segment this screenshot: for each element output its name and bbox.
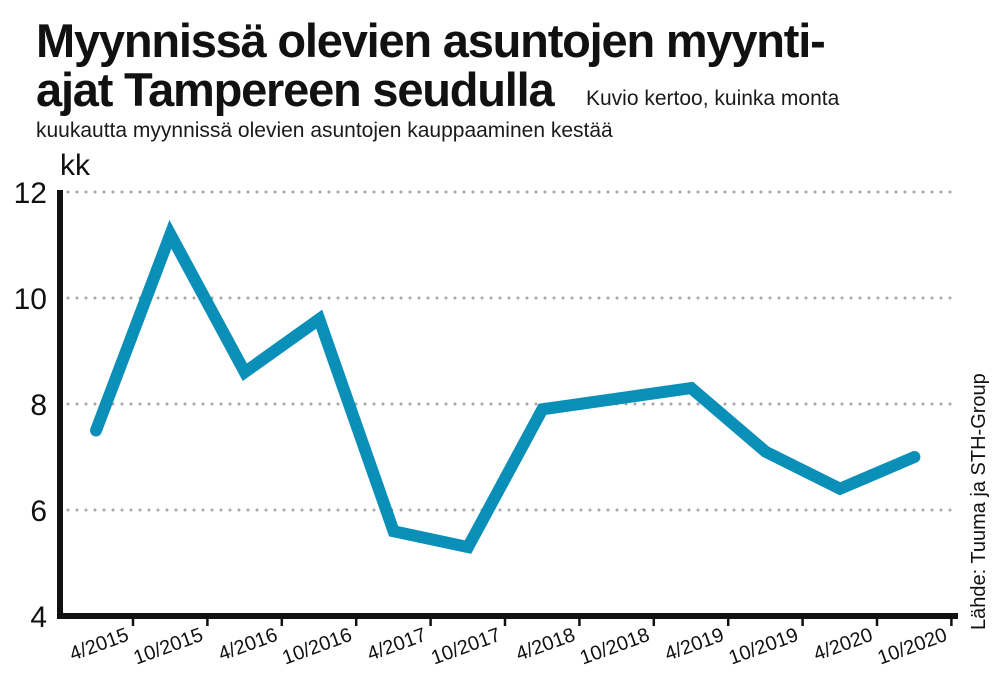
data-point-11 [912, 455, 917, 459]
data-point-3 [317, 317, 322, 322]
source-note: Lähde: Tuuma ja STH-Group [968, 373, 990, 630]
x-tick-label-4: 4/2017 [364, 624, 429, 666]
chart-subtitle-lead: Kuvio kertoo, kuinka monta [586, 87, 840, 110]
x-tick-label-10: 4/2020 [811, 624, 876, 666]
x-tick-label-2: 4/2016 [216, 624, 281, 666]
chart-subtitle: kuukautta myynnissä olevien asuntojen ka… [36, 119, 613, 142]
data-point-9 [763, 449, 768, 454]
chart-title-line-2: ajat Tampereen seudulla [36, 63, 555, 116]
y-tick-label-8: 8 [30, 389, 47, 422]
y-tick-label-12: 12 [14, 177, 47, 210]
data-point-6 [540, 407, 545, 412]
x-tick-label-11: 10/2020 [875, 624, 950, 669]
series-layer [90, 220, 921, 554]
x-tick-label-5: 10/2017 [428, 624, 503, 669]
data-point-10 [838, 486, 842, 491]
y-axis-ticks: 4 6 8 10 12 [14, 177, 47, 634]
y-tick-label-10: 10 [14, 283, 47, 316]
y-tick-label-6: 6 [30, 495, 47, 528]
data-point-4 [391, 529, 396, 534]
data-point-1 [168, 232, 173, 237]
data-point-0 [94, 428, 98, 433]
x-tick-label-0: 4/2015 [67, 624, 132, 666]
chart-title: Myynnissä olevien asuntojen myynti- ajat… [36, 16, 976, 114]
data-point-7 [614, 396, 619, 401]
chart-title-line-1: Myynnissä olevien asuntojen myynti- [36, 14, 826, 67]
y-axis-unit-label: kk [60, 149, 91, 182]
y-tick-label-4: 4 [30, 601, 47, 634]
data-point-2 [242, 370, 247, 375]
x-tick-label-8: 4/2019 [662, 624, 727, 666]
x-tick-label-6: 4/2018 [513, 624, 578, 666]
data-point-8 [689, 386, 694, 391]
series-line-0 [90, 220, 921, 554]
x-tick-label-9: 10/2019 [726, 624, 801, 669]
data-point-5 [466, 545, 470, 550]
x-tick-label-7: 10/2018 [577, 624, 652, 669]
x-tick-label-1: 10/2015 [131, 624, 206, 669]
x-tick-label-3: 10/2016 [279, 624, 354, 669]
